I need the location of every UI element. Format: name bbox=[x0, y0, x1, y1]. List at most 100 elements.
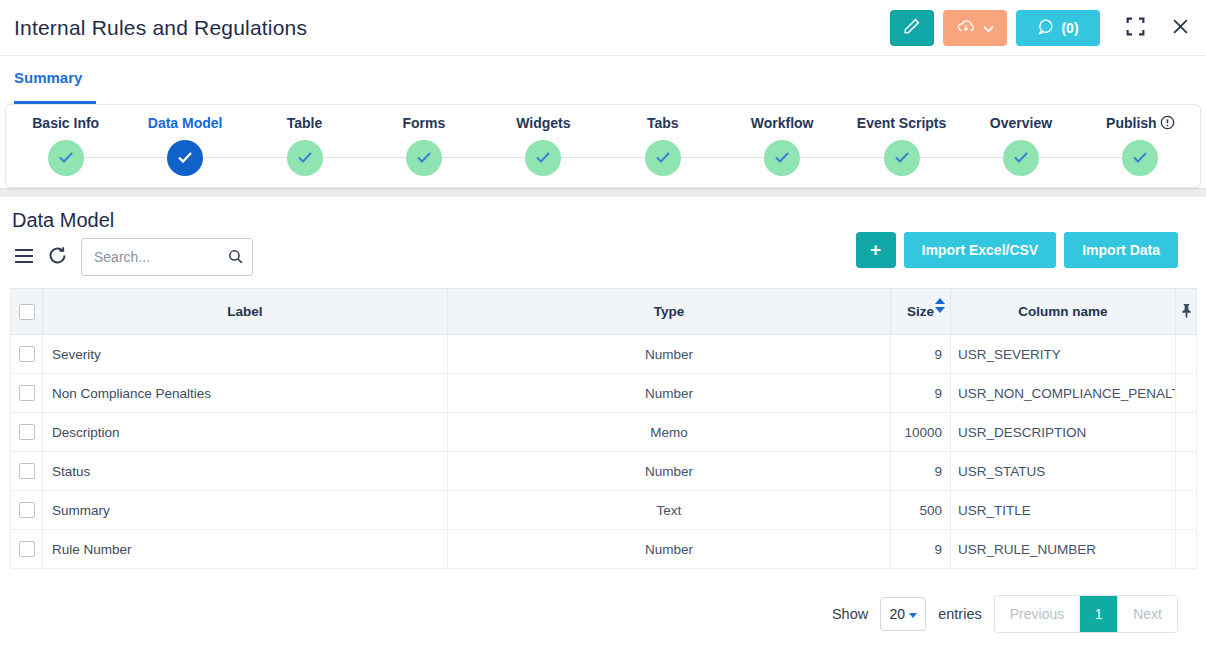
row-checkbox[interactable] bbox=[19, 385, 35, 401]
step-widgets[interactable]: Widgets bbox=[484, 115, 603, 187]
cell-label: Non Compliance Penalties bbox=[43, 374, 448, 413]
check-icon bbox=[298, 149, 312, 167]
row-checkbox[interactable] bbox=[19, 463, 35, 479]
step-done-circle[interactable] bbox=[645, 140, 681, 176]
page-size-select[interactable]: 20 bbox=[880, 597, 926, 631]
table-row[interactable]: Summary Text 500 USR_TITLE bbox=[11, 491, 1197, 530]
cell-size: 9 bbox=[891, 452, 951, 491]
step-done-circle[interactable] bbox=[1122, 140, 1158, 176]
check-icon bbox=[417, 149, 431, 167]
step-active-circle[interactable] bbox=[167, 140, 203, 176]
close-icon bbox=[1171, 17, 1190, 39]
section-title: Data Model bbox=[12, 209, 1196, 232]
table-row[interactable]: Rule Number Number 9 USR_RULE_NUMBER bbox=[11, 530, 1197, 569]
step-done-circle[interactable] bbox=[48, 140, 84, 176]
comments-count: (0) bbox=[1061, 20, 1078, 36]
step-table[interactable]: Table bbox=[245, 115, 364, 187]
wizard-stepper: Basic Info Data Model Table Forms Widget… bbox=[5, 104, 1201, 188]
toolbar-left bbox=[10, 238, 253, 276]
column-header-type[interactable]: Type bbox=[448, 289, 891, 335]
check-icon bbox=[178, 149, 192, 167]
check-icon bbox=[59, 149, 73, 167]
search-wrap bbox=[81, 238, 253, 276]
cell-size: 9 bbox=[891, 374, 951, 413]
table-header-row: Label Type Size Column name bbox=[11, 289, 1197, 335]
table-row[interactable]: Severity Number 9 USR_SEVERITY bbox=[11, 335, 1197, 374]
sort-icon[interactable] bbox=[935, 298, 945, 313]
step-overview[interactable]: Overview bbox=[961, 115, 1080, 187]
next-page-button[interactable]: Next bbox=[1117, 596, 1177, 632]
check-icon bbox=[536, 149, 550, 167]
data-model-section: Data Model + Import Excel/CSV bbox=[0, 197, 1206, 633]
fullscreen-icon bbox=[1125, 16, 1146, 40]
table-row[interactable]: Description Memo 10000 USR_DESCRIPTION bbox=[11, 413, 1197, 452]
step-done-circle[interactable] bbox=[1003, 140, 1039, 176]
tab-bar: Summary bbox=[0, 56, 1206, 104]
pencil-icon bbox=[903, 17, 921, 38]
table-row[interactable]: Status Number 9 USR_STATUS bbox=[11, 452, 1197, 491]
comments-button[interactable]: (0) bbox=[1016, 10, 1100, 46]
cell-column-name: USR_NON_COMPLIANCE_PENALTIES bbox=[951, 374, 1176, 413]
current-page-button[interactable]: 1 bbox=[1080, 596, 1117, 632]
step-data-model[interactable]: Data Model bbox=[125, 115, 244, 187]
tab-summary[interactable]: Summary bbox=[14, 56, 96, 104]
menu-button[interactable] bbox=[14, 248, 34, 267]
step-publish[interactable]: Publish bbox=[1081, 115, 1200, 187]
refresh-button[interactable] bbox=[47, 245, 68, 269]
app-header: Internal Rules and Regulations (0) bbox=[0, 0, 1206, 56]
refresh-icon bbox=[47, 245, 68, 269]
sort-asc-icon[interactable] bbox=[935, 298, 945, 304]
pagination-bar: Show 20 entries Previous 1 Next bbox=[10, 595, 1178, 633]
search-input[interactable] bbox=[81, 238, 253, 276]
toolbar-right: + Import Excel/CSV Import Data bbox=[856, 232, 1179, 268]
pin-header-cell[interactable] bbox=[1176, 289, 1197, 335]
cell-column-name: USR_RULE_NUMBER bbox=[951, 530, 1176, 569]
step-workflow[interactable]: Workflow bbox=[722, 115, 841, 187]
cell-label: Status bbox=[43, 452, 448, 491]
column-header-label[interactable]: Label bbox=[43, 289, 448, 335]
pin-icon bbox=[1180, 306, 1193, 321]
close-button[interactable] bbox=[1171, 17, 1190, 39]
deploy-dropdown-button[interactable] bbox=[943, 10, 1007, 46]
info-icon[interactable] bbox=[1160, 115, 1175, 130]
row-checkbox[interactable] bbox=[19, 346, 35, 362]
step-event-scripts[interactable]: Event Scripts bbox=[842, 115, 961, 187]
cell-size: 500 bbox=[891, 491, 951, 530]
step-done-circle[interactable] bbox=[764, 140, 800, 176]
select-all-checkbox[interactable] bbox=[19, 304, 35, 320]
cell-size: 9 bbox=[891, 530, 951, 569]
step-done-circle[interactable] bbox=[525, 140, 561, 176]
import-excel-csv-button[interactable]: Import Excel/CSV bbox=[904, 232, 1057, 268]
entries-label: entries bbox=[938, 606, 982, 622]
check-icon bbox=[1133, 149, 1147, 167]
previous-page-button[interactable]: Previous bbox=[995, 596, 1080, 632]
step-tabs[interactable]: Tabs bbox=[603, 115, 722, 187]
step-basic-info[interactable]: Basic Info bbox=[6, 115, 125, 187]
column-header-column-name[interactable]: Column name bbox=[951, 289, 1176, 335]
cell-column-name: USR_TITLE bbox=[951, 491, 1176, 530]
cloud-download-icon bbox=[956, 17, 976, 38]
step-done-circle[interactable] bbox=[884, 140, 920, 176]
row-checkbox[interactable] bbox=[19, 424, 35, 440]
page-title: Internal Rules and Regulations bbox=[14, 16, 307, 40]
column-header-size[interactable]: Size bbox=[891, 289, 951, 335]
check-icon bbox=[775, 149, 789, 167]
cell-type: Memo bbox=[448, 413, 891, 452]
cell-size: 10000 bbox=[891, 413, 951, 452]
step-forms[interactable]: Forms bbox=[364, 115, 483, 187]
import-data-button[interactable]: Import Data bbox=[1064, 232, 1178, 268]
add-field-button[interactable]: + bbox=[856, 232, 896, 268]
row-checkbox[interactable] bbox=[19, 541, 35, 557]
cell-label: Rule Number bbox=[43, 530, 448, 569]
sort-desc-icon[interactable] bbox=[935, 307, 945, 313]
fullscreen-button[interactable] bbox=[1125, 16, 1146, 40]
row-checkbox[interactable] bbox=[19, 502, 35, 518]
step-done-circle[interactable] bbox=[406, 140, 442, 176]
table-row[interactable]: Non Compliance Penalties Number 9 USR_NO… bbox=[11, 374, 1197, 413]
cell-type: Number bbox=[448, 374, 891, 413]
cell-column-name: USR_SEVERITY bbox=[951, 335, 1176, 374]
step-done-circle[interactable] bbox=[287, 140, 323, 176]
edit-button[interactable] bbox=[890, 10, 934, 46]
cell-column-name: USR_DESCRIPTION bbox=[951, 413, 1176, 452]
check-icon bbox=[895, 149, 909, 167]
